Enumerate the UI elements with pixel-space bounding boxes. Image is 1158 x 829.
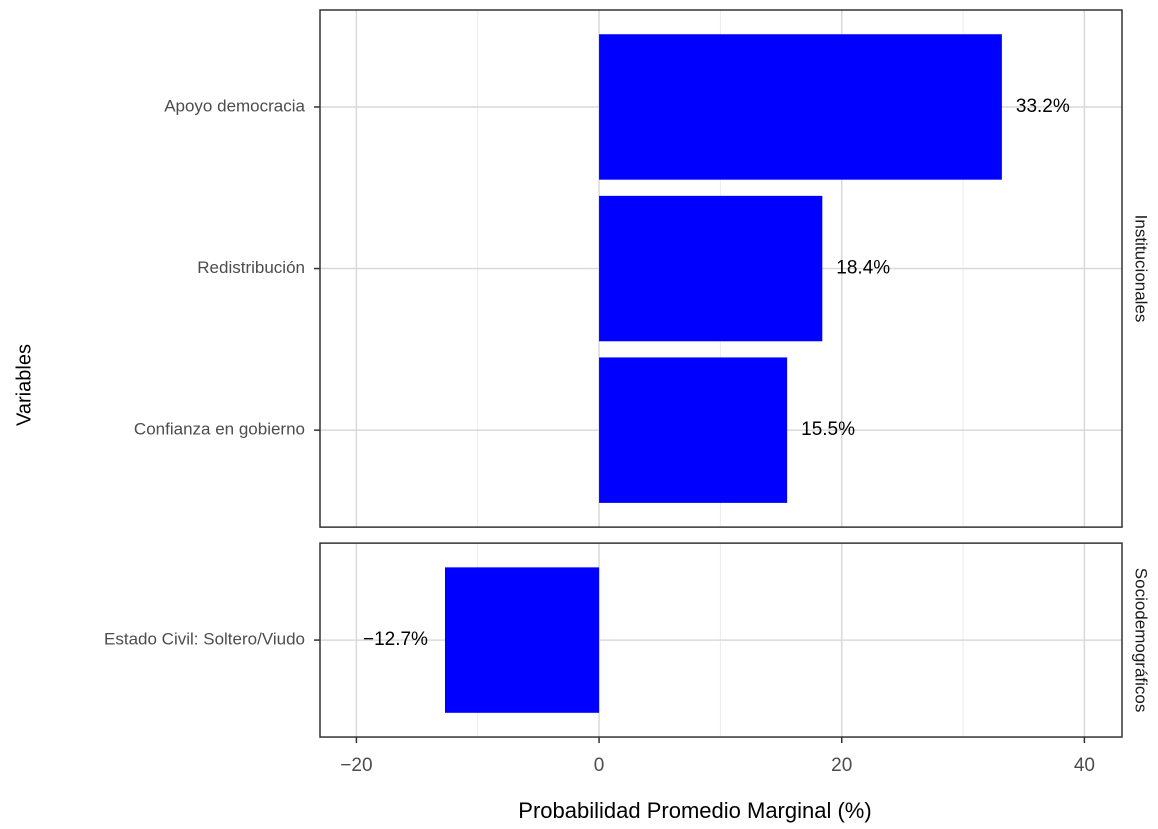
x-tick-label: 40: [1074, 755, 1095, 776]
bar: [444, 567, 600, 713]
y-tick-label: Apoyo democracia: [164, 96, 305, 115]
bar: [599, 34, 1002, 180]
bar: [599, 195, 823, 342]
value-label: −12.7%: [363, 629, 428, 650]
x-tick-label: 20: [831, 755, 852, 776]
panel-border: [319, 542, 1123, 738]
value-label: 15.5%: [801, 419, 855, 440]
y-tick-label: Confianza en gobierno: [134, 420, 305, 439]
strip-label: Sociodemográficos: [1132, 568, 1151, 713]
y-axis-title: Variables: [13, 344, 35, 426]
panel-border: [319, 9, 1123, 528]
y-tick-label: Redistribución: [197, 258, 305, 277]
x-axis-title: Probabilidad Promedio Marginal (%): [518, 798, 871, 823]
strip-label: Institucionales: [1132, 215, 1151, 323]
value-label: 33.2%: [1016, 96, 1070, 117]
y-tick-label: Estado Civil: Soltero/Viudo: [104, 630, 305, 649]
x-tick-label: −20: [340, 755, 372, 776]
bar: [599, 357, 788, 503]
x-tick-label: 0: [594, 755, 605, 776]
value-label: 18.4%: [836, 258, 890, 279]
